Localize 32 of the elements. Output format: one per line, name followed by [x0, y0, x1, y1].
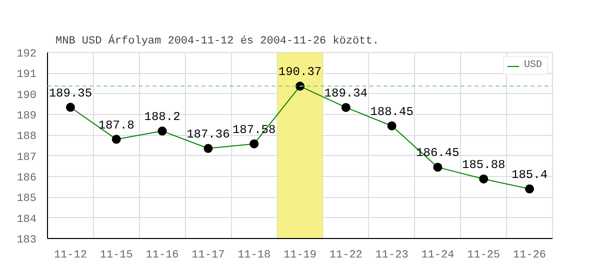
data-label: 187.8 [98, 118, 134, 132]
x-tick-label: 11-12 [54, 250, 87, 262]
legend-label: USD [524, 60, 544, 71]
data-label: 188.2 [144, 110, 180, 124]
x-tick-label: 11-23 [375, 250, 408, 262]
x-tick-label: 11-17 [192, 250, 225, 262]
x-tick-label: 11-19 [283, 250, 317, 262]
data-label: 185.4 [512, 168, 548, 182]
data-label: 190.37 [278, 65, 322, 80]
y-tick-label: 187 [16, 152, 37, 164]
y-tick-label: 190 [16, 90, 37, 102]
y-tick-label: 185 [16, 193, 37, 206]
x-tick-label: 11-25 [467, 250, 500, 262]
y-tick-label: 188 [16, 131, 37, 144]
data-label: 189.34 [324, 86, 368, 100]
y-tick-label: 192 [16, 48, 37, 60]
y-tick-label: 183 [16, 234, 37, 246]
data-label: 189.35 [48, 86, 92, 100]
x-tick-label: 11-18 [238, 250, 271, 262]
chart-title: MNB USD Árfolyam 2004-11-12 és 2004-11-26 között. [56, 34, 379, 48]
x-tick-label: 11-24 [421, 250, 455, 262]
x-tick-label: 11-26 [513, 250, 546, 262]
y-tick-label: 189 [16, 110, 37, 122]
data-label: 185.88 [462, 158, 506, 172]
y-tick-label: 191 [16, 69, 37, 82]
x-tick-label: 11-16 [146, 250, 179, 262]
x-tick-label: 11-22 [329, 250, 362, 262]
y-tick-label: 184 [16, 214, 37, 226]
y-tick-label: 186 [16, 172, 37, 184]
x-tick-label: 11-15 [100, 250, 133, 262]
data-label: 188.45 [370, 104, 414, 119]
data-label: 187.36 [186, 127, 230, 142]
